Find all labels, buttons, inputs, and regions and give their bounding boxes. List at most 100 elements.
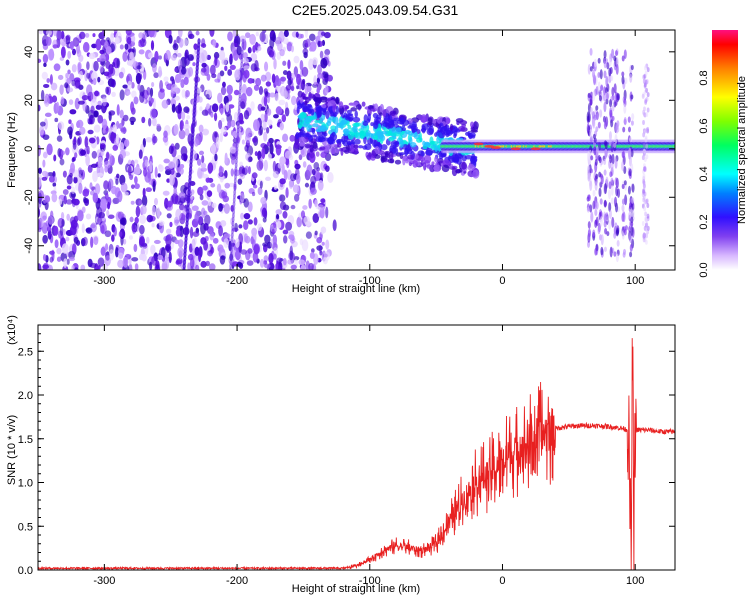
spectrogram-cell bbox=[123, 191, 129, 196]
x-tick-label: 100 bbox=[626, 575, 644, 587]
spectrogram-cell bbox=[307, 103, 312, 108]
colorbar-tick-label: 0.2 bbox=[698, 214, 710, 229]
y-tick-label: 2.0 bbox=[18, 390, 33, 402]
spectrogram-cell bbox=[306, 85, 312, 93]
spectrogram-cell bbox=[301, 239, 309, 252]
spectrogram-cell bbox=[451, 165, 458, 170]
spectrogram-cell bbox=[308, 262, 314, 270]
spectrogram-cell bbox=[440, 152, 447, 158]
colorbar-tick-label: 0.6 bbox=[698, 118, 710, 133]
spectrogram-cell bbox=[314, 119, 321, 124]
spectrogram-cell bbox=[89, 182, 93, 190]
spectrogram-cell bbox=[320, 198, 326, 204]
spectrogram-cell bbox=[641, 93, 645, 99]
spectrogram-cell bbox=[179, 167, 184, 175]
spectrogram-cell bbox=[190, 192, 194, 201]
spectrogram-cell bbox=[628, 211, 632, 219]
spectrogram-cell bbox=[296, 216, 302, 228]
spectrogram-cell bbox=[644, 70, 648, 76]
spectrogram-cell bbox=[241, 83, 247, 96]
spectrogram-cell bbox=[74, 79, 81, 89]
spectrogram-cell bbox=[65, 147, 70, 156]
spectrogram-cell bbox=[84, 42, 90, 51]
spectrogram-cell bbox=[80, 264, 86, 270]
spectrogram-cell bbox=[151, 117, 157, 127]
spectrogram-cell bbox=[609, 154, 613, 164]
spectrogram-cell bbox=[613, 95, 617, 102]
spectrogram-cell bbox=[340, 119, 347, 125]
spectrogram-cell bbox=[610, 185, 614, 196]
spectrogram-cell bbox=[428, 117, 433, 127]
spectrogram-cell bbox=[279, 49, 285, 57]
spectrogram-cell bbox=[231, 220, 235, 226]
spectrogram-cell bbox=[627, 126, 631, 133]
x-tick-label: -300 bbox=[93, 575, 115, 587]
spectrogram-cell bbox=[179, 225, 184, 238]
spectrogram-cell bbox=[374, 154, 381, 159]
spectrogram-cell bbox=[58, 198, 63, 205]
spectrogram-cell bbox=[138, 49, 145, 55]
spectrogram-cell bbox=[470, 121, 475, 128]
spectrogram-cell bbox=[263, 95, 268, 107]
spectrogram-cell bbox=[317, 40, 321, 48]
spectrogram-cell bbox=[251, 172, 258, 179]
spectrogram-cell bbox=[333, 116, 339, 125]
spectrogram-cell bbox=[202, 128, 209, 136]
spectrogram-cell bbox=[174, 73, 182, 83]
spectrogram-cell bbox=[186, 115, 191, 120]
spectrogram-cell bbox=[616, 227, 620, 236]
spectrogram-cell bbox=[139, 64, 145, 75]
spectrogram-cell bbox=[235, 143, 239, 149]
spectrogram-cell bbox=[304, 132, 310, 138]
spectrogram-cell bbox=[62, 228, 66, 235]
spectrogram-cell bbox=[227, 31, 233, 42]
spectrogram-cell bbox=[371, 150, 376, 159]
spectrogram-cell bbox=[589, 66, 593, 72]
spectrogram-cell bbox=[43, 118, 48, 130]
spectrogram-cell bbox=[56, 247, 62, 255]
spectrogram-cell bbox=[107, 214, 115, 219]
spectrogram-cell bbox=[130, 200, 135, 205]
spectrogram-cell bbox=[615, 177, 619, 189]
spectrogram-cell bbox=[239, 192, 245, 203]
spectrogram-cell bbox=[119, 44, 124, 50]
spectrogram-cell bbox=[179, 191, 185, 199]
spectrogram-cell bbox=[231, 217, 235, 223]
spectrogram-cell bbox=[259, 31, 266, 43]
spectrogram-cell bbox=[297, 124, 303, 128]
spectrogram-cell bbox=[65, 72, 69, 79]
spectrogram-cell bbox=[130, 101, 135, 113]
spectrogram-cell bbox=[628, 168, 632, 177]
spectrogram-cell bbox=[137, 83, 141, 91]
spectrogram-cell bbox=[152, 63, 157, 73]
spectrogram-cell bbox=[104, 255, 111, 267]
spectrogram-cell bbox=[247, 219, 253, 225]
spectrogram-cell bbox=[592, 229, 596, 237]
spectrogram-cell bbox=[56, 135, 63, 142]
spectrogram-cell bbox=[248, 156, 253, 162]
spectrogram-cell bbox=[65, 199, 73, 205]
spectrogram-cell bbox=[304, 30, 309, 38]
spectrogram-cell bbox=[259, 180, 263, 189]
spectrogram-cell bbox=[42, 234, 48, 244]
spectrogram-cell bbox=[644, 65, 647, 71]
spectrogram-cell bbox=[408, 136, 413, 145]
spectrogram-cell bbox=[159, 79, 163, 92]
spectrogram-cell bbox=[261, 207, 267, 218]
spectrogram-cell bbox=[278, 261, 283, 270]
spectrogram-cell bbox=[350, 143, 355, 153]
spectrogram-cell bbox=[66, 258, 70, 265]
spectrogram-cell bbox=[178, 129, 186, 140]
spectrogram-cell bbox=[411, 123, 417, 128]
spectrogram-cell bbox=[234, 42, 238, 48]
spectrogram-cell bbox=[306, 123, 312, 132]
spectrogram-cell bbox=[609, 246, 613, 258]
spectrogram-cell bbox=[123, 139, 130, 147]
spectrogram-cell bbox=[587, 194, 591, 202]
spectrogram-cell bbox=[93, 236, 99, 246]
spectrogram-cell bbox=[260, 74, 267, 82]
spectrogram-cell bbox=[71, 196, 76, 208]
spectrogram-cell bbox=[218, 225, 223, 237]
spectrogram-cell bbox=[91, 71, 98, 81]
y-multiplier-label: (x10⁴) bbox=[6, 315, 18, 345]
